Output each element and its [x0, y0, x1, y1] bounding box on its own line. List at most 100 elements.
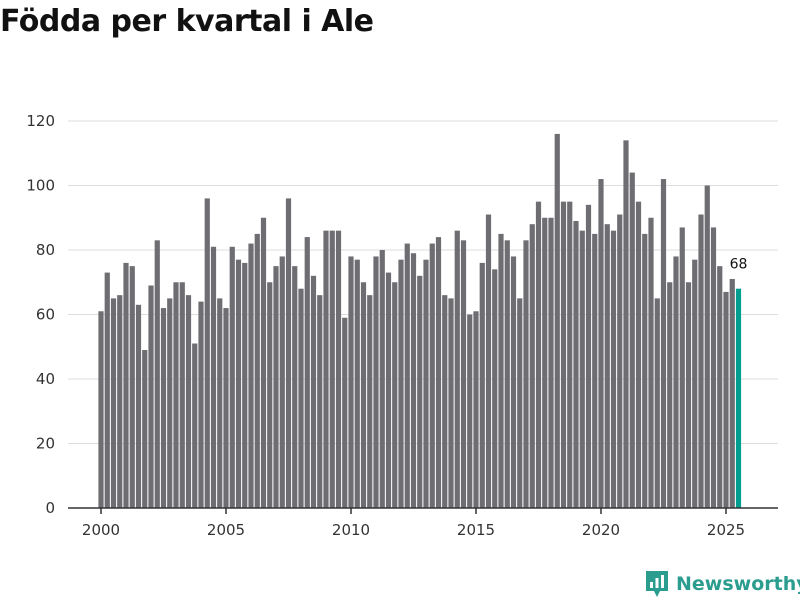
bar [342, 317, 348, 508]
bar [629, 172, 635, 508]
bar [573, 220, 579, 508]
bar-chart: 0 20 40 60 80 100 120 2000 2005 2010 2015 2020 2025… [26, 112, 778, 539]
y-axis-ticks: 0 20 40 60 80 100 120 [26, 112, 55, 517]
bar [604, 224, 610, 508]
bar [710, 227, 717, 508]
bar [642, 233, 648, 509]
bar [429, 243, 435, 509]
bar [142, 349, 148, 508]
bar [723, 291, 729, 508]
y-tick-label: 0 [45, 499, 55, 517]
chart-title: Födda per kvartal i Ale [0, 4, 374, 39]
bar [454, 230, 460, 508]
y-tick-label: 60 [36, 306, 55, 324]
x-tick-label: 2000 [82, 521, 120, 539]
bar [635, 201, 642, 509]
x-axis-ticks: 2000 2005 2010 2015 2020 2025 [82, 508, 745, 539]
bar [667, 282, 673, 508]
bar [698, 214, 704, 508]
bar [235, 259, 242, 508]
bar [123, 262, 129, 508]
y-tick-label: 100 [26, 177, 55, 195]
data-label: 68 [730, 257, 748, 273]
bar [535, 201, 542, 509]
bar [435, 237, 442, 508]
bar [717, 266, 723, 509]
data-labels: 68 [730, 257, 748, 273]
bar [173, 282, 179, 508]
bar [210, 246, 217, 508]
bar [379, 250, 385, 508]
x-tick-label: 2010 [332, 521, 370, 539]
bar [623, 140, 629, 508]
y-tick-label: 20 [36, 435, 55, 453]
bar [117, 295, 123, 508]
bar [510, 256, 517, 508]
bar [204, 198, 210, 508]
bar [517, 298, 523, 509]
bar [617, 214, 623, 508]
bar [129, 266, 135, 509]
bar [485, 214, 492, 508]
bar [323, 230, 329, 508]
bar [529, 224, 535, 508]
bar [273, 266, 279, 509]
bar [192, 343, 198, 508]
bar [679, 227, 685, 508]
brand-name: Newsworthy [676, 573, 800, 595]
bar [317, 295, 323, 508]
bar [148, 285, 154, 508]
bar [310, 275, 317, 508]
bar [260, 217, 267, 508]
x-tick-label: 2015 [457, 521, 495, 539]
bar [660, 179, 667, 509]
x-tick-label: 2005 [207, 521, 245, 539]
bar [248, 243, 254, 509]
bar [348, 256, 354, 508]
bar [610, 230, 617, 508]
y-tick-label: 40 [36, 370, 55, 388]
bar [167, 298, 173, 509]
bar [410, 253, 417, 508]
brand-logo: Newsworthy [644, 569, 800, 599]
bar [685, 282, 692, 508]
bar [179, 282, 185, 508]
bar [729, 279, 735, 508]
bar [398, 259, 404, 508]
bar [329, 230, 335, 508]
bar [598, 179, 604, 509]
bar [592, 233, 598, 509]
bar [423, 259, 429, 508]
bar [473, 311, 479, 508]
bar [385, 272, 392, 508]
bar [654, 298, 660, 509]
bar [548, 217, 554, 508]
bar [198, 301, 204, 508]
bar [229, 246, 235, 508]
bar [404, 243, 410, 509]
newsworthy-logo-icon [646, 571, 668, 597]
bar [242, 262, 248, 508]
bar [504, 240, 510, 508]
bar [479, 262, 485, 508]
bar [254, 233, 260, 509]
y-tick-label: 80 [36, 241, 55, 259]
bar [335, 230, 342, 508]
x-tick-label: 2025 [707, 521, 745, 539]
bar [692, 259, 698, 508]
bar [542, 217, 548, 508]
bar [298, 288, 304, 508]
bar [292, 266, 298, 509]
bar [417, 275, 423, 508]
bar [104, 272, 110, 508]
bar [373, 256, 379, 508]
bar [554, 133, 560, 508]
x-tick-label: 2020 [582, 521, 620, 539]
bar [223, 308, 229, 508]
bar [704, 185, 710, 508]
bar [560, 201, 567, 509]
bar [567, 201, 573, 509]
bar [285, 198, 292, 508]
bar [360, 282, 367, 508]
bar [217, 298, 223, 509]
